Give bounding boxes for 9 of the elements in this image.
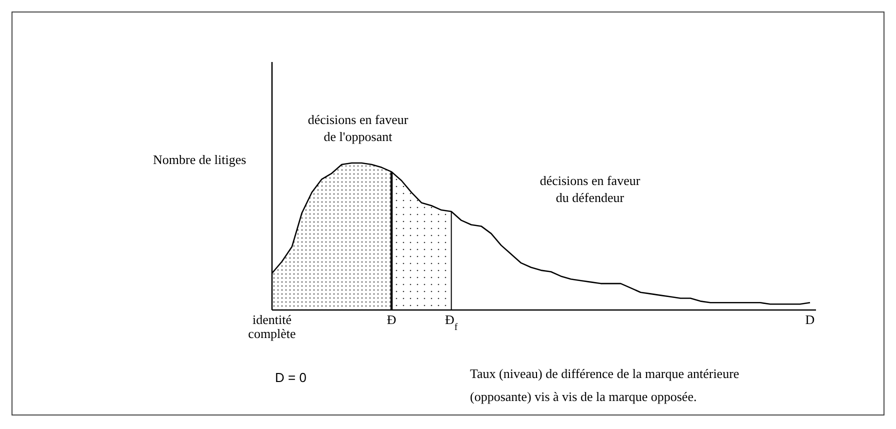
x-tick-label: Đ$_{f}$ [445, 312, 458, 332]
x-tick-label: Đ [386, 312, 396, 327]
x-axis-title: Taux (niveau) de différence de la marque antérieure (opposante) vis à vis de la marque opposée. [470, 366, 740, 404]
annotation: décisions en faveur du défendeur [540, 173, 641, 205]
text: décisions en faveur de l'opposant [308, 112, 409, 144]
x-tick-label: identité complète [248, 312, 296, 341]
x-tick-label: D [805, 312, 815, 327]
text: D = 0 [275, 370, 306, 385]
y-axis-title: Nombre de litiges [153, 152, 246, 167]
